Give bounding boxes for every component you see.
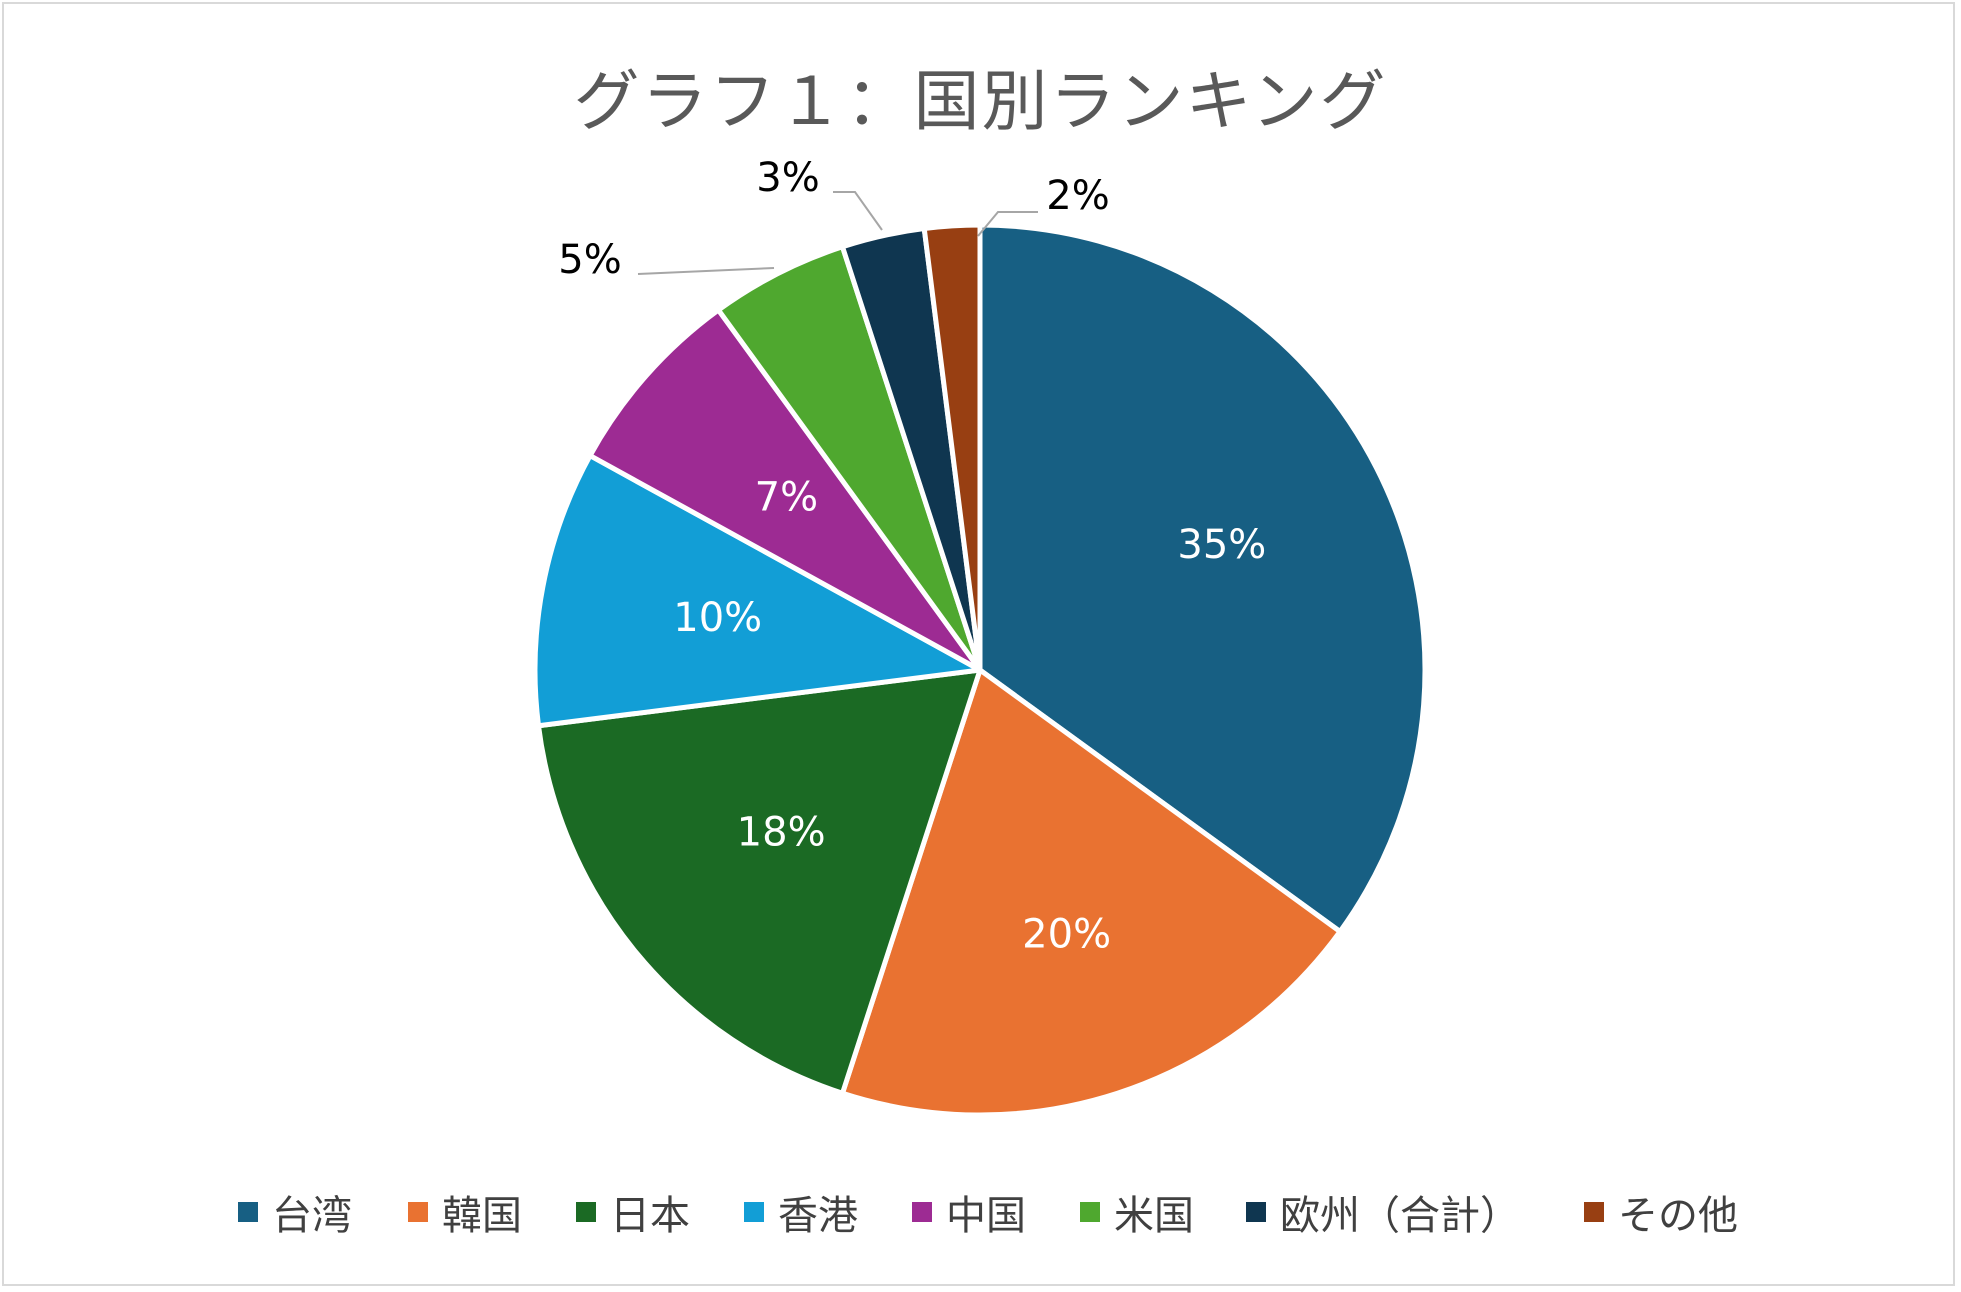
data-label-5: 7% (755, 474, 818, 520)
legend-item-7: 欧州（合計） (1246, 1180, 1520, 1244)
legend-label: その他 (1618, 1193, 1738, 1239)
data-label-4: 10% (673, 595, 762, 641)
leader-line-7 (833, 191, 883, 231)
legend-label: 中国 (946, 1193, 1026, 1239)
legend-swatch (1246, 1202, 1266, 1222)
legend-label: 香港 (778, 1193, 858, 1239)
pie-slice-8 (921, 222, 983, 673)
legend-item-8: その他 (1584, 1180, 1738, 1244)
legend-label: 日本 (610, 1193, 690, 1239)
legend-item-3: 日本 (576, 1180, 690, 1244)
data-label-6: 5% (558, 237, 621, 283)
legend-label: 台湾 (272, 1193, 352, 1239)
legend-swatch (576, 1202, 596, 1222)
legend-label: 米国 (1114, 1193, 1194, 1239)
legend-item-6: 米国 (1080, 1180, 1194, 1244)
legend-swatch (1080, 1202, 1100, 1222)
legend-item-1: 台湾 (238, 1180, 352, 1244)
data-label-1: 35% (1177, 522, 1266, 568)
pie-slice-1 (977, 222, 1428, 935)
data-label-7: 3% (756, 155, 819, 201)
chart-legend: 台湾 韓国 日本 香港 中国 米国 欧州（合計） その他 (0, 1180, 1961, 1244)
leader-line-8 (977, 211, 1038, 237)
legend-swatch (408, 1202, 428, 1222)
pie-slice-2 (839, 667, 1343, 1118)
data-label-2: 20% (1022, 912, 1111, 958)
legend-swatch (1584, 1202, 1604, 1222)
leader-line-6 (637, 267, 775, 275)
pie-slice-3 (536, 667, 983, 1096)
legend-swatch (744, 1202, 764, 1222)
pie-slice-4 (532, 453, 983, 729)
legend-label: 韓国 (442, 1193, 522, 1239)
legend-item-5: 中国 (912, 1180, 1026, 1244)
pie-slice-5 (587, 307, 983, 673)
legend-item-2: 韓国 (408, 1180, 522, 1244)
legend-label: 欧州（合計） (1280, 1193, 1520, 1239)
data-label-3: 18% (737, 810, 826, 856)
chart-title: グラフ１：国別ランキング (573, 63, 1388, 140)
legend-item-4: 香港 (744, 1180, 858, 1244)
legend-swatch (238, 1202, 258, 1222)
legend-swatch (912, 1202, 932, 1222)
data-label-8: 2% (1046, 173, 1109, 219)
